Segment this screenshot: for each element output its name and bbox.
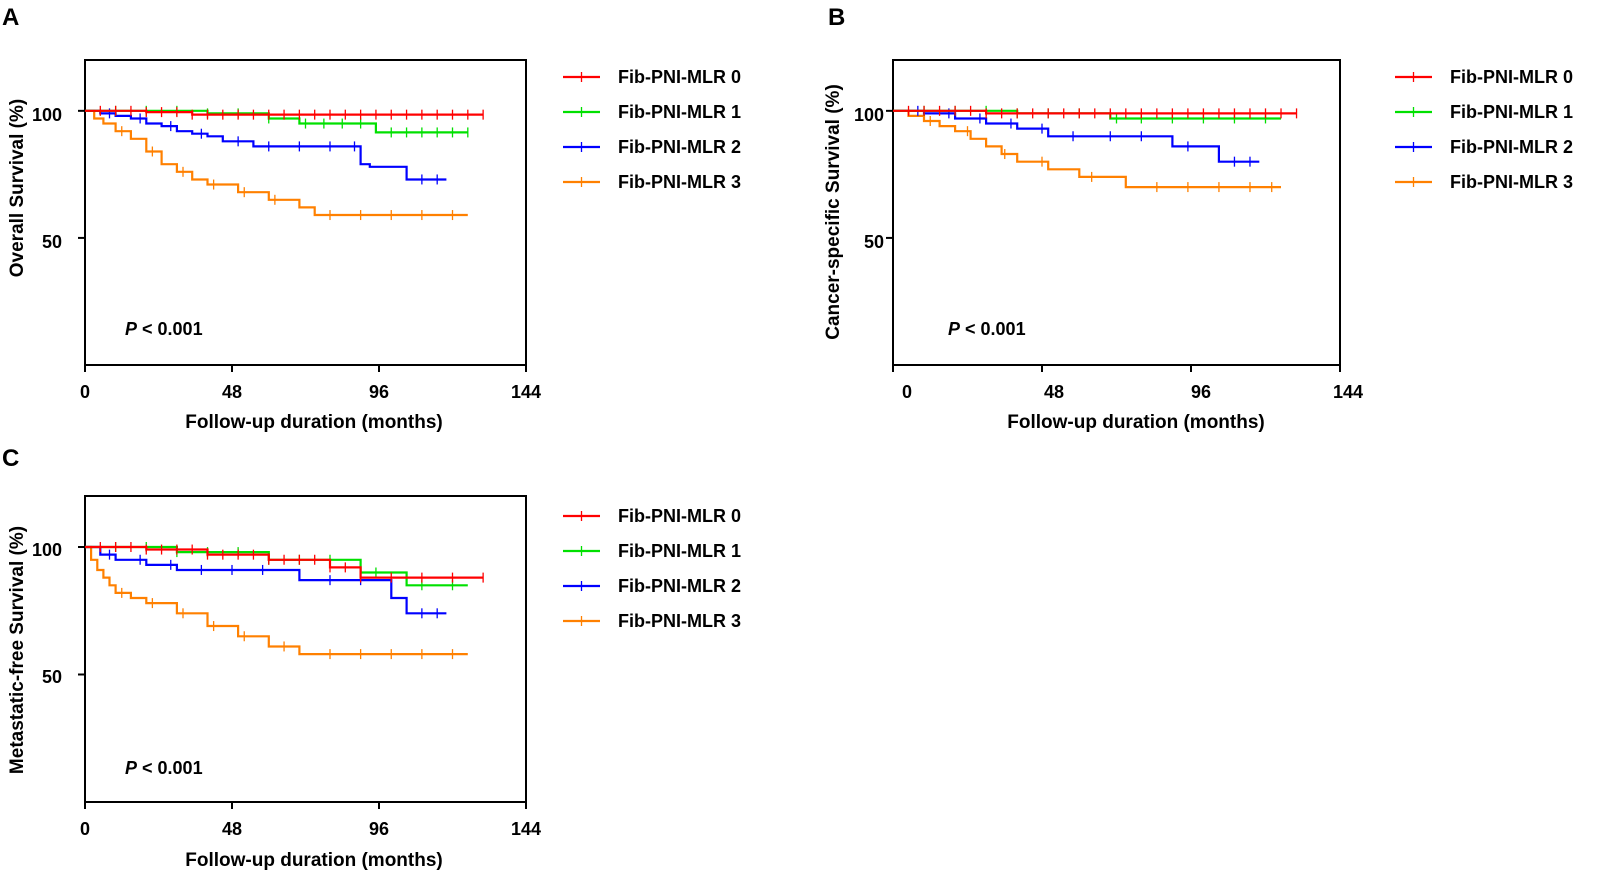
x-tick-label: 144 xyxy=(1333,382,1363,402)
x-axis-label: Follow-up duration (months) xyxy=(185,412,443,433)
x-axis-label: Follow-up duration (months) xyxy=(185,850,443,871)
y-axis-label: Overall Survival (%) xyxy=(7,99,28,277)
survival-line xyxy=(85,109,447,181)
plot-frame xyxy=(84,59,527,366)
survival-line xyxy=(85,545,447,615)
x-tick-label: 48 xyxy=(222,819,242,839)
y-axis-label: Metastatic-free Survival (%) xyxy=(7,526,28,774)
panel-c: C Metastatic-free Survival (%) 100 50 0 … xyxy=(2,445,741,871)
plot-frame xyxy=(84,495,527,803)
legend: Fib-PNI-MLR 0 Fib-PNI-MLR 1 Fib-PNI-MLR … xyxy=(618,506,741,631)
survival-line xyxy=(85,545,468,656)
p-value: P < 0.001 xyxy=(125,319,203,339)
legend-label: Fib-PNI-MLR 2 xyxy=(618,137,741,157)
y-axis-label: Cancer-specific Survival (%) xyxy=(823,84,844,340)
x-tick-label: 0 xyxy=(80,819,90,839)
x-tick-label: 0 xyxy=(902,382,912,402)
y-tick-label: 100 xyxy=(32,540,62,560)
legend-label: Fib-PNI-MLR 0 xyxy=(618,506,741,526)
panel-label-b: B xyxy=(828,4,845,31)
x-tick-label: 96 xyxy=(1191,382,1211,402)
x-axis-label: Follow-up duration (months) xyxy=(1007,412,1265,433)
p-value-text: < 0.001 xyxy=(137,758,203,778)
y-tick-label: 50 xyxy=(42,232,62,252)
legend: Fib-PNI-MLR 0 Fib-PNI-MLR 1 Fib-PNI-MLR … xyxy=(618,67,741,192)
plot-frame xyxy=(892,59,1341,366)
p-value: P < 0.001 xyxy=(948,319,1026,339)
panel-label-c: C xyxy=(2,445,19,472)
panel-a: A Overall Survival (%) 100 50 0 48 96 14… xyxy=(2,4,741,433)
p-value-prefix: P xyxy=(125,758,138,778)
panel-b: B Cancer-specific Survival (%) 100 50 0 … xyxy=(823,4,1573,433)
survival-line xyxy=(85,545,468,587)
x-tick-label: 96 xyxy=(369,382,389,402)
x-tick-label: 48 xyxy=(1044,382,1064,402)
plot-area xyxy=(78,59,600,372)
survival-line xyxy=(893,109,1281,189)
p-value: P < 0.001 xyxy=(125,758,203,778)
x-tick-label: 144 xyxy=(511,382,541,402)
p-value-text: < 0.001 xyxy=(960,319,1026,339)
y-tick-label: 100 xyxy=(854,105,884,125)
x-tick-label: 96 xyxy=(369,819,389,839)
legend-label: Fib-PNI-MLR 0 xyxy=(1450,67,1573,87)
y-tick-label: 50 xyxy=(42,667,62,687)
legend-label: Fib-PNI-MLR 1 xyxy=(618,102,741,122)
legend: Fib-PNI-MLR 0 Fib-PNI-MLR 1 Fib-PNI-MLR … xyxy=(1450,67,1573,192)
legend-label: Fib-PNI-MLR 3 xyxy=(618,172,741,192)
legend-label: Fib-PNI-MLR 3 xyxy=(1450,172,1573,192)
plot-area xyxy=(78,495,600,809)
y-tick-label: 50 xyxy=(864,232,884,252)
survival-line xyxy=(85,109,484,116)
legend-label: Fib-PNI-MLR 1 xyxy=(618,541,741,561)
legend-label: Fib-PNI-MLR 0 xyxy=(618,67,741,87)
x-tick-label: 144 xyxy=(511,819,541,839)
legend-label: Fib-PNI-MLR 2 xyxy=(618,576,741,596)
survival-line xyxy=(85,109,468,217)
panel-label-a: A xyxy=(2,4,19,31)
survival-line xyxy=(893,109,1281,120)
p-value-prefix: P xyxy=(948,319,961,339)
legend-label: Fib-PNI-MLR 1 xyxy=(1450,102,1573,122)
plot-marks xyxy=(78,59,1432,809)
x-tick-label: 48 xyxy=(222,382,242,402)
x-tick-label: 0 xyxy=(80,382,90,402)
p-value-text: < 0.001 xyxy=(137,319,203,339)
legend-label: Fib-PNI-MLR 2 xyxy=(1450,137,1573,157)
p-value-prefix: P xyxy=(125,319,138,339)
y-tick-label: 100 xyxy=(32,105,62,125)
plot-area xyxy=(886,59,1432,372)
legend-label: Fib-PNI-MLR 3 xyxy=(618,611,741,631)
